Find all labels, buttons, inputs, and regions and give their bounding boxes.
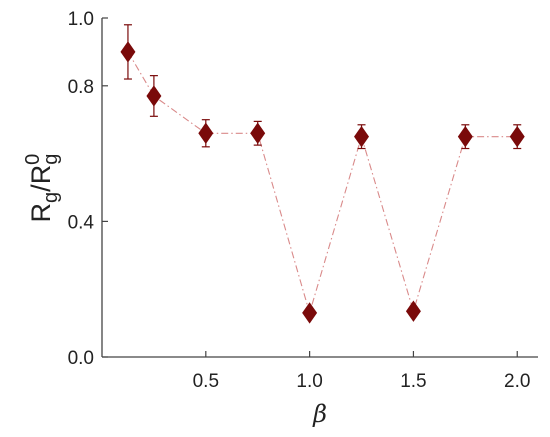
data-point — [302, 302, 318, 324]
data-point — [457, 125, 473, 148]
data-point — [509, 125, 525, 148]
y-tick-label: 0.0 — [68, 348, 94, 369]
y-tick-label: 1.0 — [68, 9, 94, 30]
x-tick-label: 1.0 — [296, 371, 322, 392]
data-markers — [120, 41, 525, 324]
svg-text:Rg/R0g: Rg/R0g — [22, 154, 62, 223]
y-axis-title-slash: /R — [26, 165, 56, 192]
data-point — [354, 125, 370, 148]
y-axis-title-sup: 0 — [22, 154, 44, 165]
y-tick-label: 0.4 — [68, 212, 95, 233]
y-axis-title-sub2: g — [40, 154, 62, 165]
data-point — [146, 85, 162, 107]
y-tick-label: 0.8 — [68, 77, 94, 98]
y-axis-title: Rg/R0g — [22, 154, 62, 223]
x-tick-label: 1.5 — [400, 371, 426, 392]
y-axis-title-main: R — [26, 203, 56, 223]
x-tick-label: 2.0 — [504, 371, 530, 392]
y-axis-title-sub: g — [40, 192, 62, 203]
data-point — [250, 122, 266, 144]
data-point — [120, 41, 136, 63]
data-point — [198, 122, 214, 144]
data-point — [405, 300, 421, 322]
axes — [101, 17, 538, 358]
x-axis-title: β — [312, 400, 327, 428]
x-tick-label: 0.5 — [193, 371, 219, 392]
tick-labels: 0.5 1.0 1.5 2.0 0.0 0.4 0.8 1.0 — [68, 9, 531, 392]
